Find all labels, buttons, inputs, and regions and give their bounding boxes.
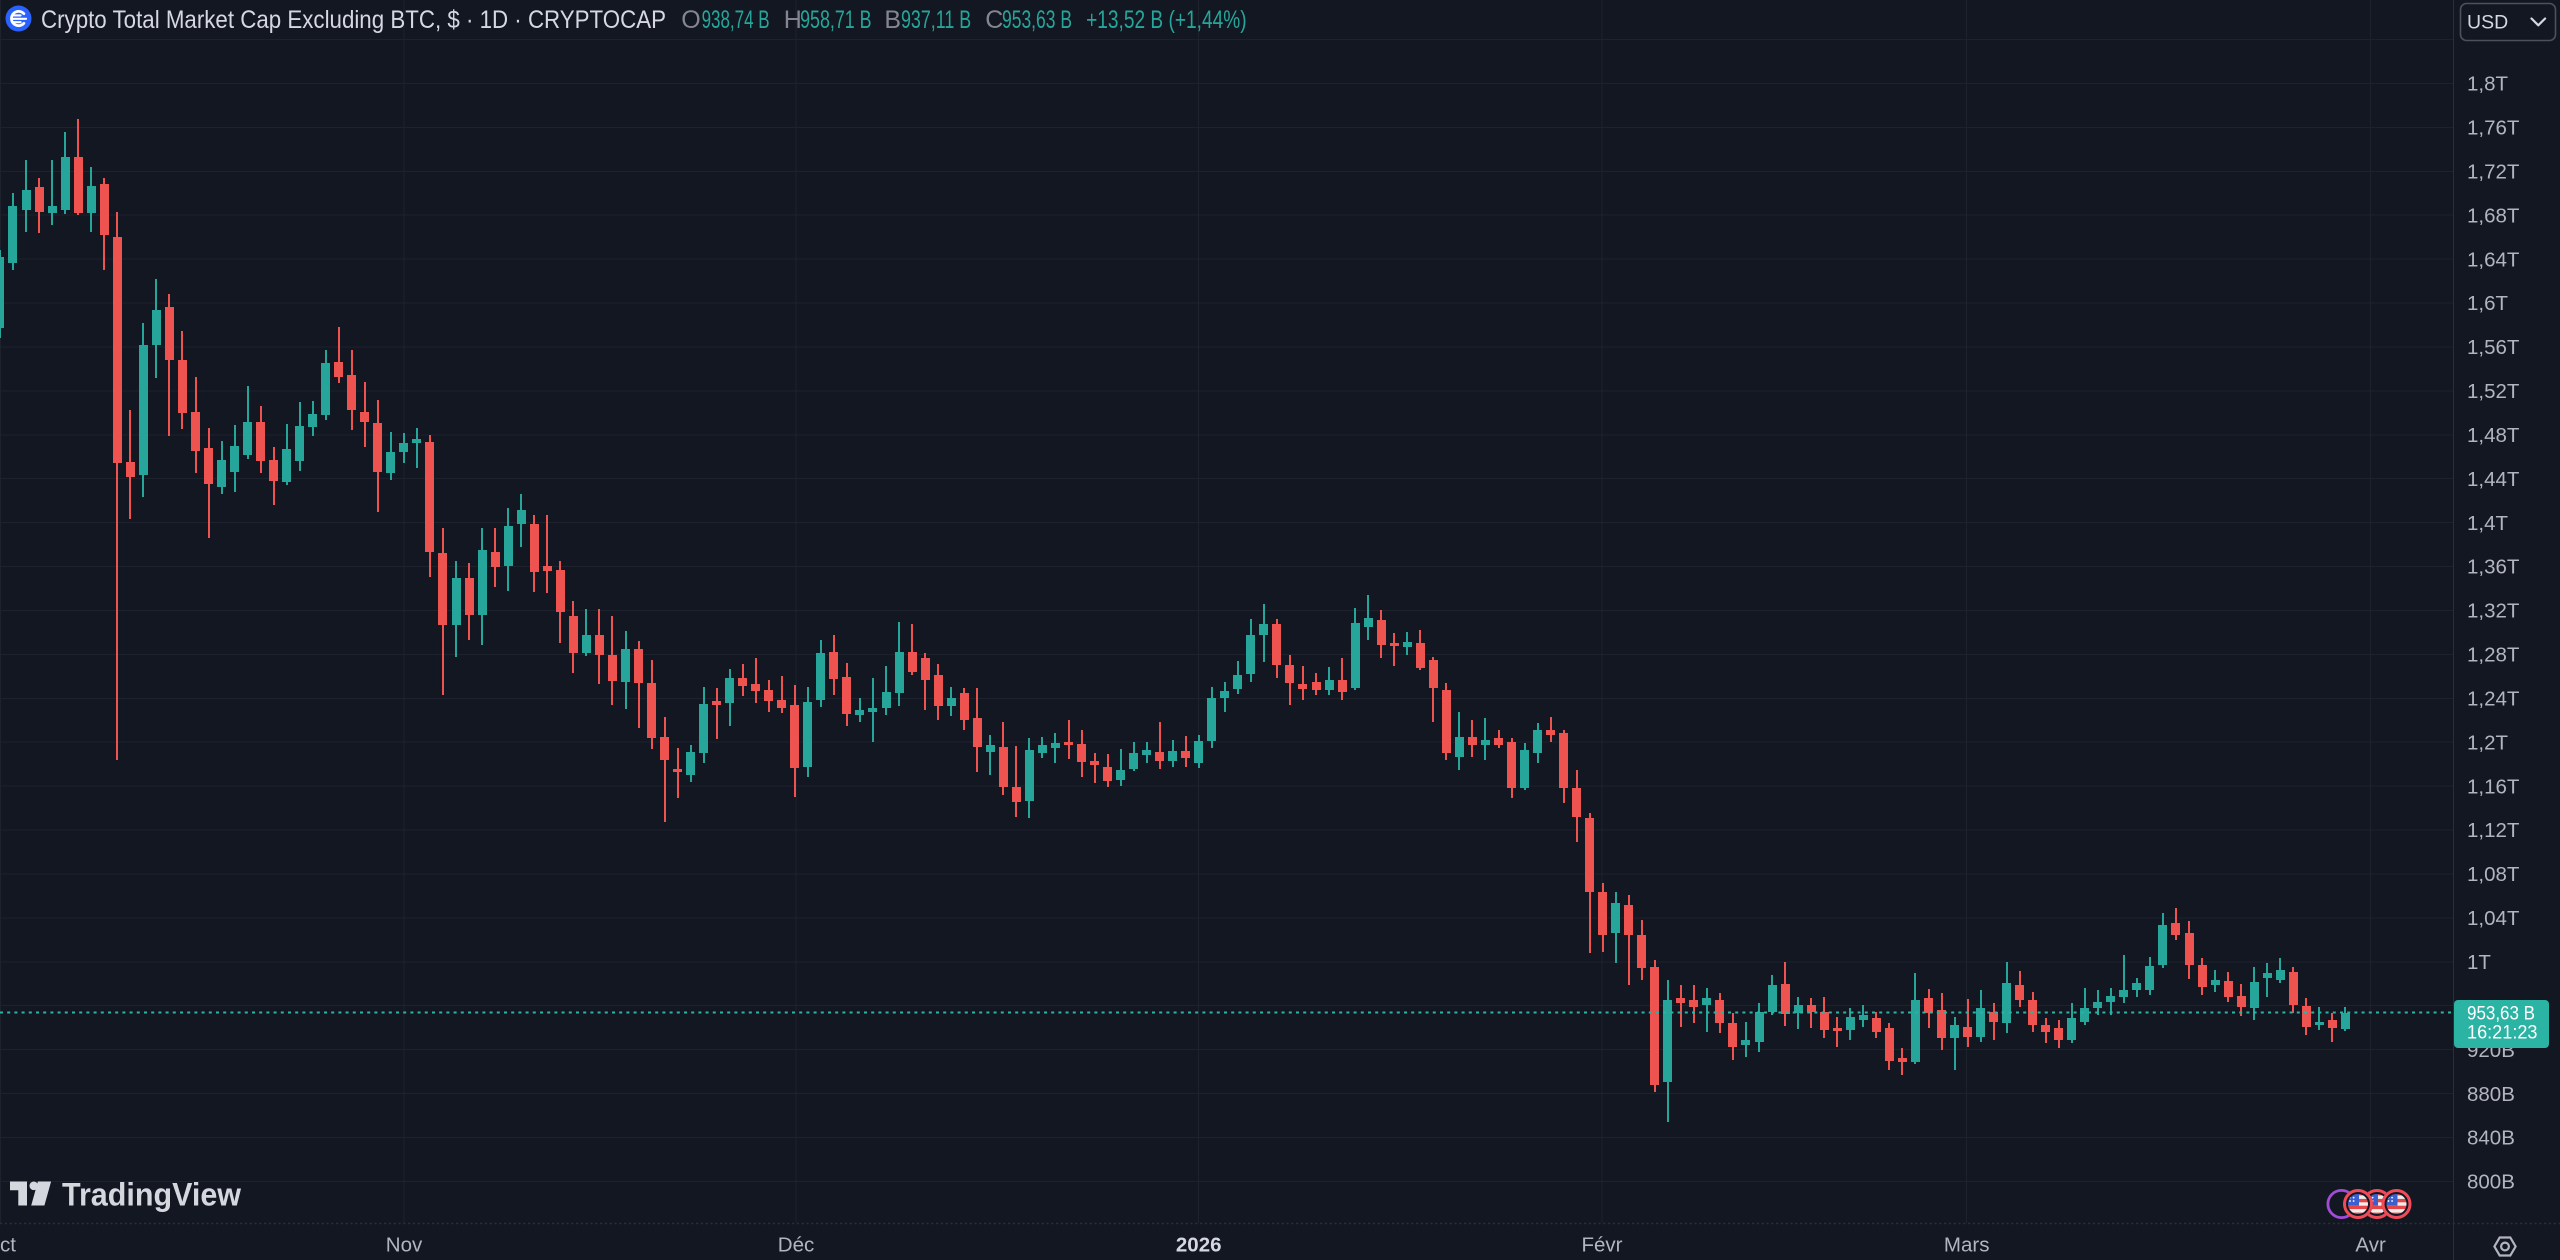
svg-text:Oct: Oct (0, 1234, 16, 1257)
svg-text:1,56T: 1,56T (2467, 336, 2520, 359)
svg-text:1,04T: 1,04T (2467, 907, 2520, 930)
svg-text:800B: 800B (2467, 1171, 2515, 1194)
svg-text:Févr: Févr (1582, 1234, 1623, 1257)
svg-text:1,08T: 1,08T (2467, 863, 2520, 886)
svg-text:2026: 2026 (1176, 1234, 1222, 1257)
svg-text:1,24T: 1,24T (2467, 688, 2520, 711)
svg-text:16:21:23: 16:21:23 (2467, 1022, 2538, 1044)
svg-text:937,11 B: 937,11 B (901, 6, 971, 34)
svg-text:USD: USD (2467, 12, 2508, 34)
svg-text:1,64T: 1,64T (2467, 248, 2520, 271)
svg-text:C: C (985, 6, 1003, 34)
svg-text:938,74 B: 938,74 B (702, 6, 770, 34)
svg-text:1,4T: 1,4T (2467, 512, 2508, 535)
svg-text:H: H (784, 6, 802, 34)
svg-text:958,71 B: 958,71 B (800, 6, 872, 34)
svg-text:1,6T: 1,6T (2467, 292, 2508, 315)
svg-text:Nov: Nov (386, 1234, 423, 1257)
svg-text:880B: 880B (2467, 1083, 2515, 1106)
svg-text:1,16T: 1,16T (2467, 775, 2520, 798)
svg-text:TradingView: TradingView (62, 1177, 241, 1213)
svg-text:1,72T: 1,72T (2467, 160, 2520, 183)
svg-text:Avr: Avr (2355, 1234, 2386, 1257)
svg-text:1,8T: 1,8T (2467, 73, 2508, 96)
svg-text:Mars: Mars (1944, 1234, 1990, 1257)
svg-text:1,12T: 1,12T (2467, 819, 2520, 842)
svg-text:Crypto Total Market Cap Exclud: Crypto Total Market Cap Excluding BTC, $… (41, 6, 666, 34)
svg-text:+13,52 B (+1,44%): +13,52 B (+1,44%) (1086, 6, 1247, 34)
svg-text:O: O (681, 6, 700, 34)
svg-text:1,32T: 1,32T (2467, 600, 2520, 623)
svg-text:1,76T: 1,76T (2467, 117, 2520, 140)
svg-text:1T: 1T (2467, 951, 2491, 974)
svg-text:840B: 840B (2467, 1127, 2515, 1150)
svg-text:1,48T: 1,48T (2467, 424, 2520, 447)
svg-text:1,52T: 1,52T (2467, 380, 2520, 403)
svg-text:953,63 B: 953,63 B (2467, 1003, 2535, 1025)
svg-text:953,63 B: 953,63 B (1002, 6, 1072, 34)
svg-text:1,44T: 1,44T (2467, 468, 2520, 491)
svg-text:B: B (884, 6, 901, 34)
svg-text:1,2T: 1,2T (2467, 731, 2508, 754)
svg-text:1,68T: 1,68T (2467, 204, 2520, 227)
svg-text:1,36T: 1,36T (2467, 556, 2520, 579)
svg-text:1,28T: 1,28T (2467, 644, 2520, 667)
svg-text:Déc: Déc (778, 1234, 814, 1257)
